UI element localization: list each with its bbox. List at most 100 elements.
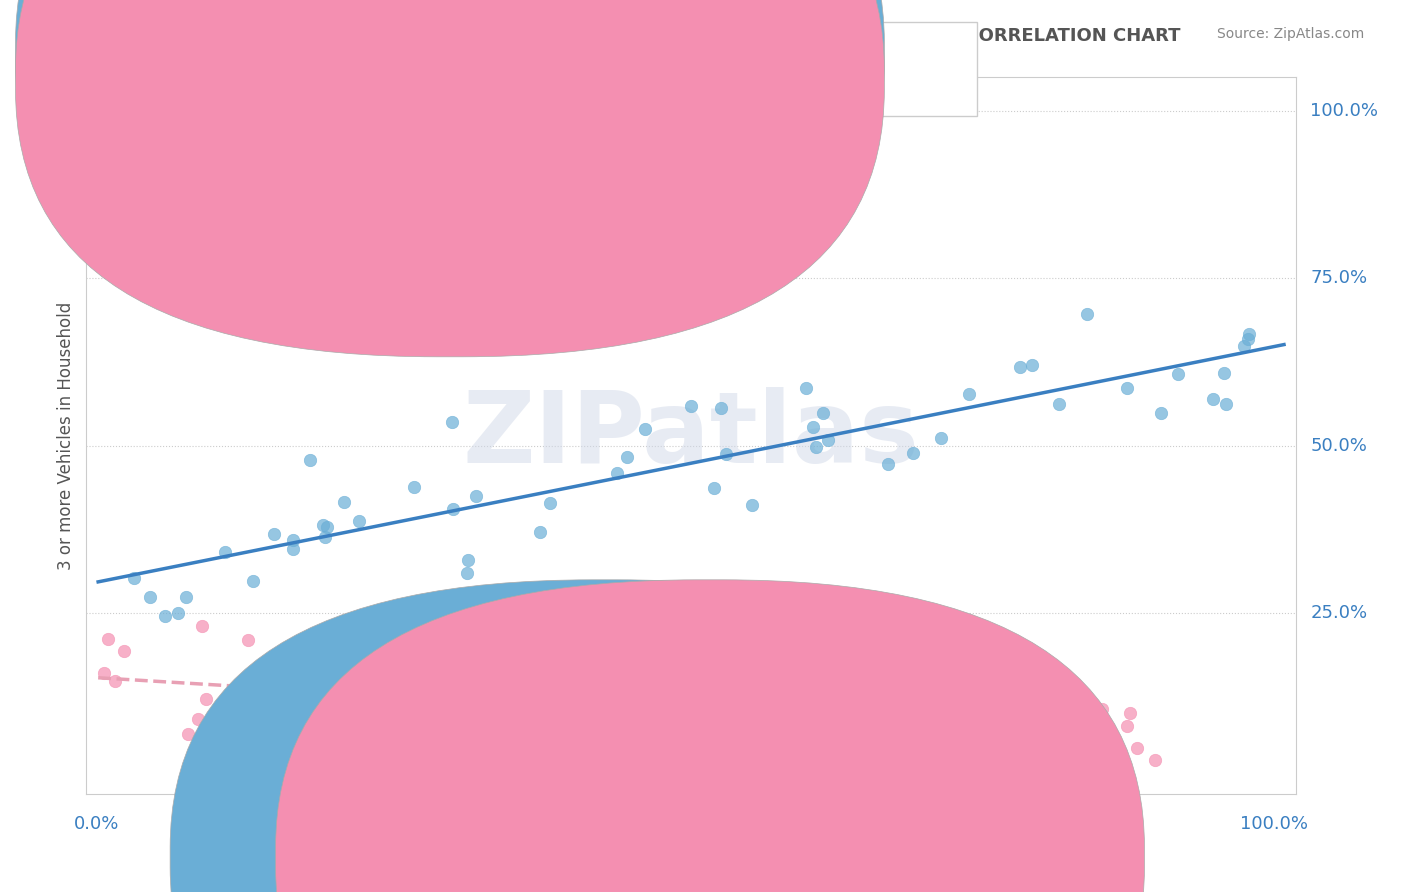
Point: [993, 773, 1015, 788]
Point: [1233, 339, 1256, 353]
Point: [693, 680, 716, 694]
Text: 75.0%: 75.0%: [1310, 269, 1368, 287]
Point: [825, 735, 848, 749]
Point: [846, 699, 869, 714]
Text: R = -0.383  N = 81: R = -0.383 N = 81: [464, 71, 636, 89]
Point: [195, 691, 218, 706]
Point: [672, 686, 695, 700]
Text: Immigrants from Dominican Republic: Immigrants from Dominican Republic: [731, 849, 1040, 867]
Point: [957, 387, 980, 401]
Point: [97, 632, 120, 646]
Point: [681, 399, 703, 413]
Point: [1105, 773, 1128, 788]
Point: [772, 736, 794, 750]
Point: [299, 452, 322, 467]
Point: [952, 701, 974, 715]
Point: [482, 706, 505, 721]
Point: [456, 566, 478, 580]
Point: [1076, 307, 1098, 321]
Point: [995, 755, 1018, 769]
Text: ZIPatlas: ZIPatlas: [463, 387, 920, 484]
Point: [741, 498, 763, 512]
Point: [214, 545, 236, 559]
Point: [506, 756, 529, 771]
Point: [1039, 687, 1062, 701]
Point: [1045, 752, 1067, 766]
Point: [349, 514, 371, 528]
Point: [789, 731, 811, 745]
Point: [267, 673, 290, 687]
Point: [236, 632, 259, 647]
Point: [613, 719, 636, 733]
Text: 100.0%: 100.0%: [1240, 815, 1308, 833]
Point: [858, 708, 880, 723]
Point: [1119, 706, 1142, 720]
Point: [387, 669, 409, 683]
Point: [1012, 773, 1035, 788]
Point: [104, 674, 127, 689]
Point: [903, 446, 925, 460]
Point: [1149, 406, 1171, 420]
Point: [776, 731, 799, 745]
Point: [263, 526, 285, 541]
Point: [1021, 359, 1043, 373]
Point: [633, 698, 655, 713]
Point: [837, 760, 859, 774]
Point: [283, 533, 305, 548]
Point: [640, 677, 662, 691]
Point: [425, 704, 447, 718]
Point: [401, 698, 423, 712]
Point: [862, 707, 884, 722]
Point: [139, 590, 162, 604]
Point: [498, 739, 520, 753]
Point: [401, 690, 423, 705]
Point: [122, 571, 145, 585]
Point: [1237, 327, 1260, 342]
Point: [696, 711, 718, 725]
Point: [744, 705, 766, 719]
Point: [883, 673, 905, 688]
Point: [920, 712, 942, 726]
Point: [1024, 685, 1046, 699]
Point: [801, 419, 824, 434]
Point: [1062, 773, 1084, 788]
Point: [441, 502, 464, 516]
Text: Source: ZipAtlas.com: Source: ZipAtlas.com: [1216, 27, 1364, 41]
Point: [929, 431, 952, 445]
Point: [830, 708, 852, 723]
Point: [347, 708, 370, 723]
Point: [544, 704, 567, 718]
Point: [1237, 332, 1260, 346]
Point: [794, 381, 817, 395]
Point: [326, 695, 349, 709]
Point: [709, 401, 731, 416]
Point: [1202, 392, 1225, 406]
Point: [939, 702, 962, 716]
Point: [276, 703, 298, 717]
Point: [616, 450, 638, 464]
Point: [340, 697, 363, 711]
Point: [281, 541, 304, 556]
Point: [1085, 711, 1108, 725]
Text: GREEK VS IMMIGRANTS FROM DOMINICAN REPUBLIC 3 OR MORE VEHICLES IN HOUSEHOLD CORR: GREEK VS IMMIGRANTS FROM DOMINICAN REPUB…: [42, 27, 1181, 45]
Point: [370, 673, 392, 688]
Point: [761, 725, 783, 739]
Point: [1143, 753, 1166, 767]
Point: [950, 765, 973, 780]
Text: 25.0%: 25.0%: [1310, 604, 1368, 622]
Point: [167, 607, 190, 621]
Point: [876, 457, 898, 471]
Point: [1008, 359, 1031, 374]
Point: [1033, 711, 1056, 725]
Point: [1063, 694, 1085, 708]
Point: [1046, 753, 1069, 767]
Point: [259, 716, 281, 731]
Point: [242, 574, 264, 588]
Point: [997, 719, 1019, 733]
Point: [112, 644, 135, 658]
Point: [333, 495, 356, 509]
Point: [153, 608, 176, 623]
Point: [295, 681, 318, 695]
Point: [187, 712, 209, 726]
Text: 0.0%: 0.0%: [75, 815, 120, 833]
